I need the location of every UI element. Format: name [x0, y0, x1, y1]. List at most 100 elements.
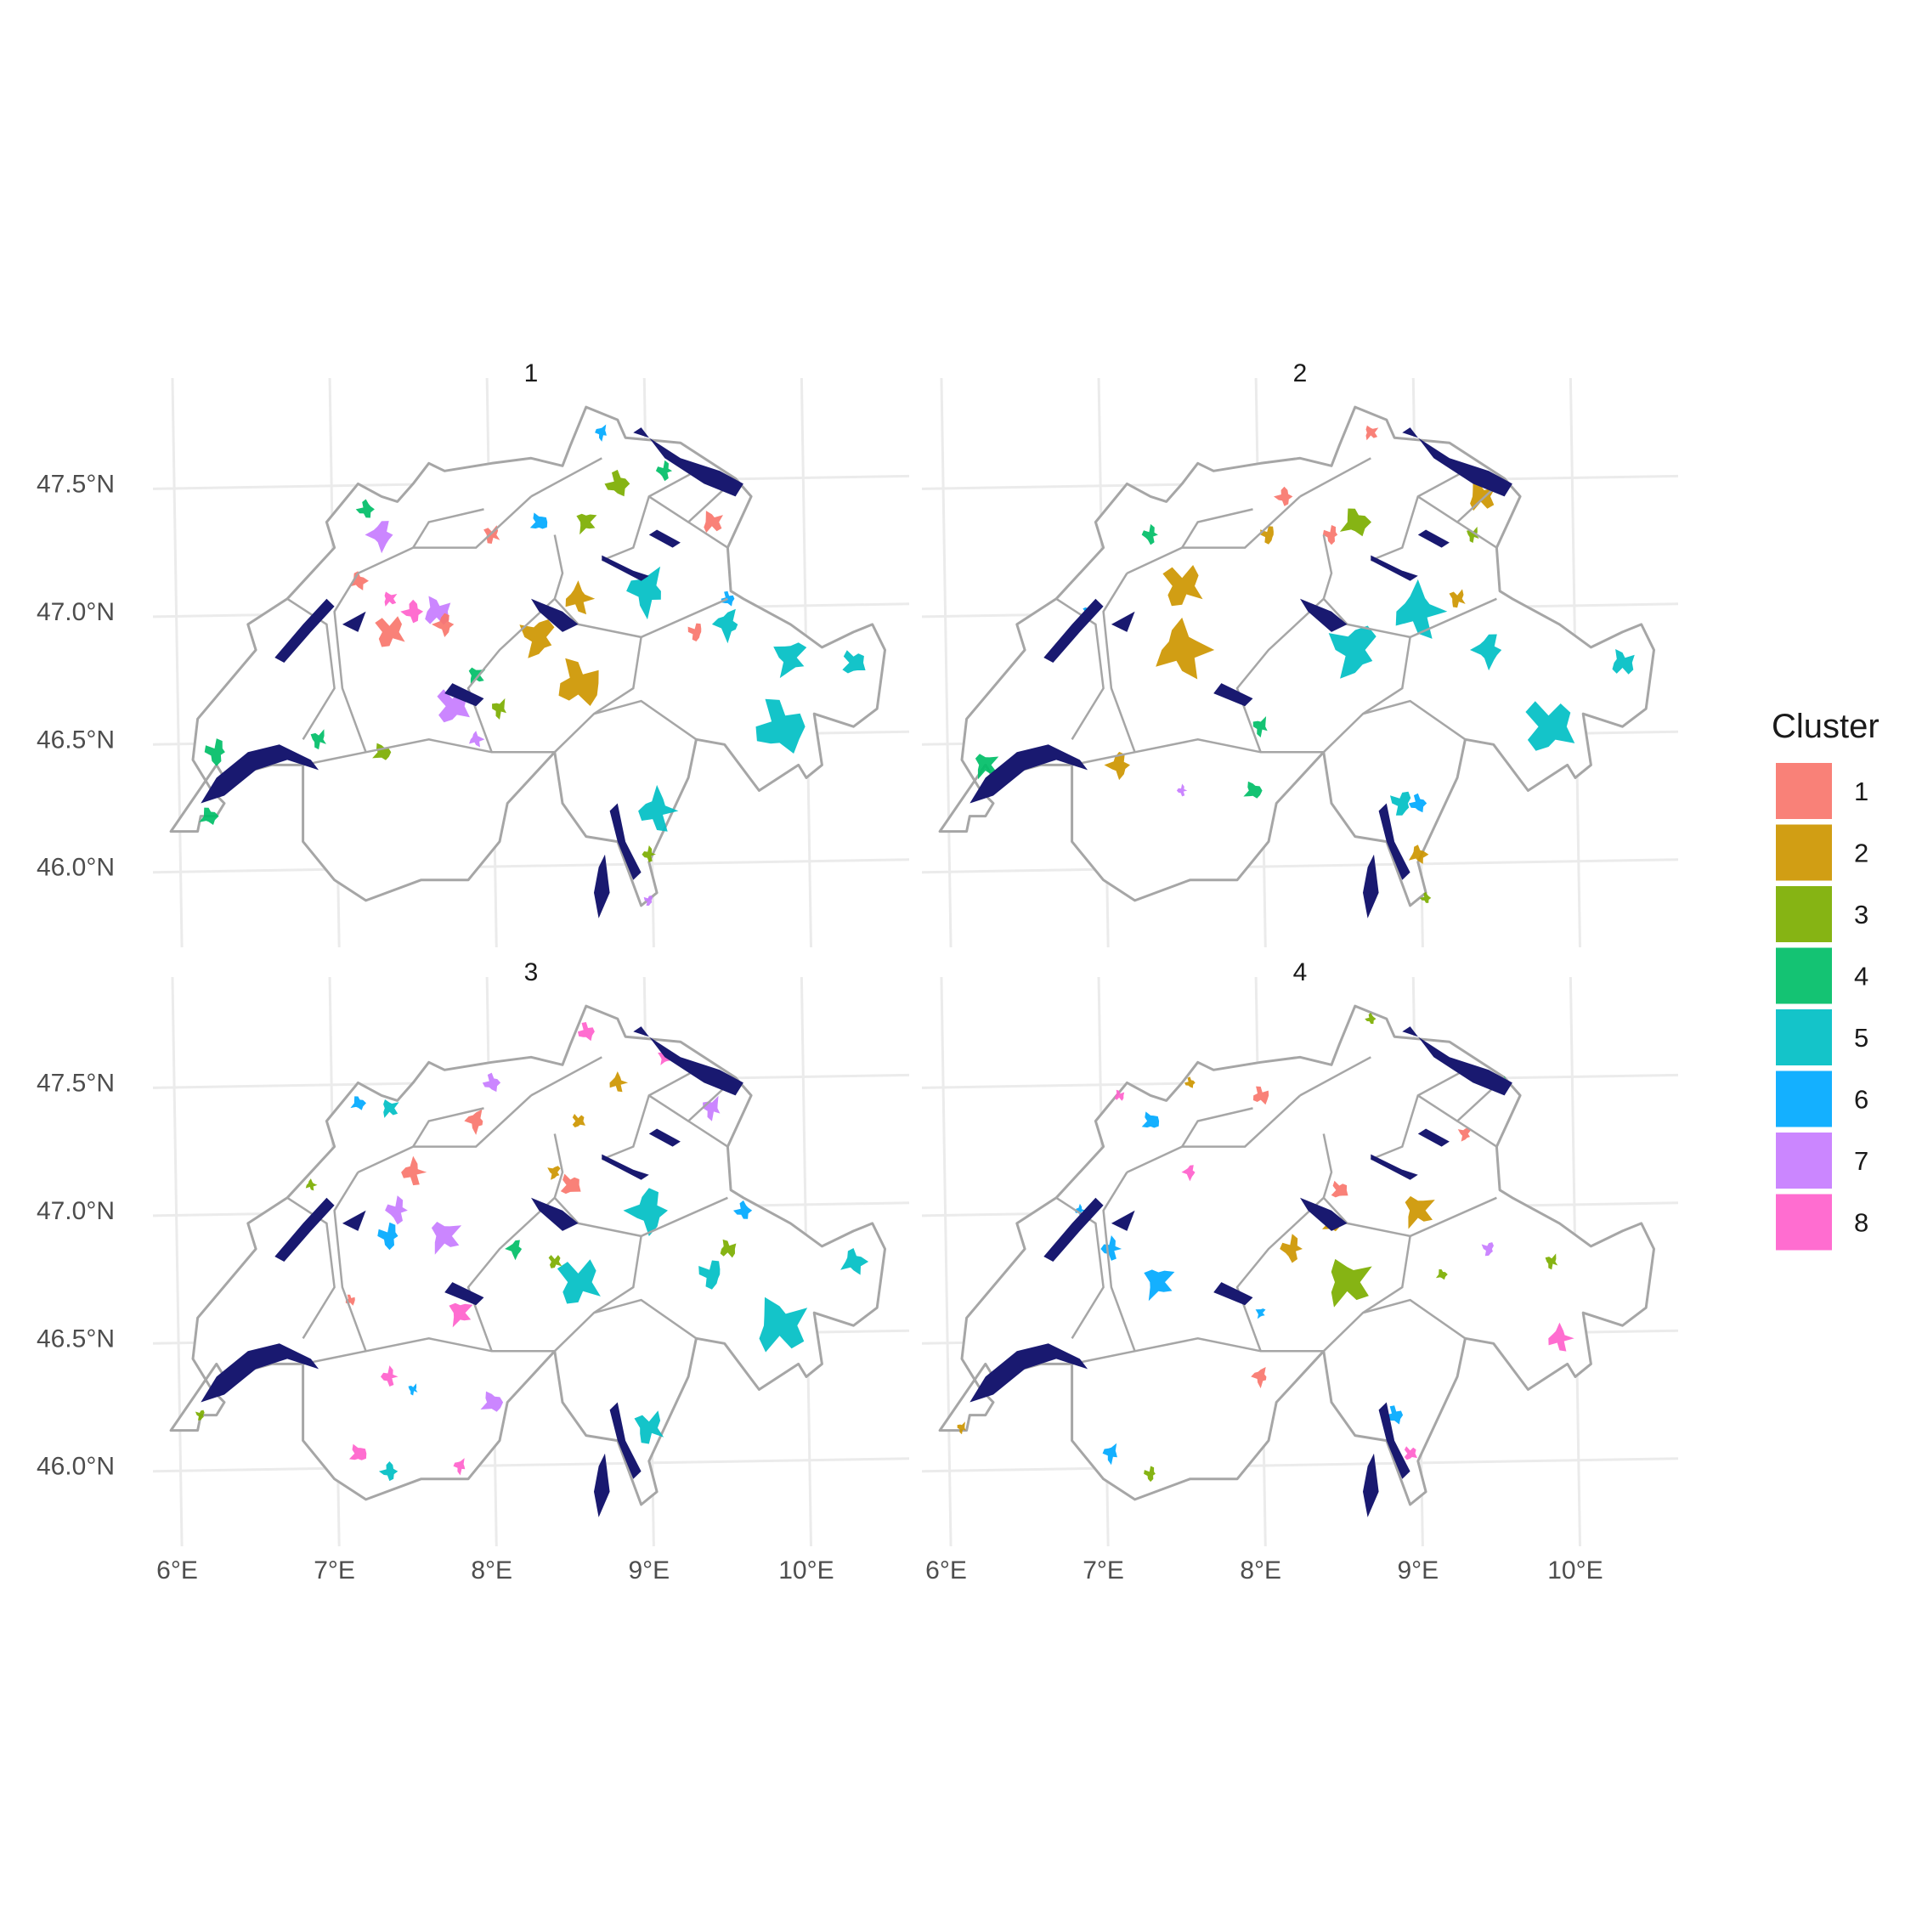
- cluster-region: [480, 1391, 504, 1412]
- region-border: [1322, 1196, 1497, 1238]
- cluster-region: [840, 1248, 869, 1275]
- cluster-region: [773, 642, 807, 679]
- cluster-region: [638, 784, 679, 832]
- cluster-region: [733, 1200, 753, 1219]
- cluster-region: [698, 1260, 721, 1290]
- lake: [648, 1128, 681, 1147]
- cluster-region: [1252, 1086, 1269, 1105]
- cluster-region: [1419, 891, 1432, 903]
- lake: [969, 1343, 1088, 1403]
- x-tick-label: 7°E: [1083, 1556, 1124, 1585]
- panel-title: 4: [1293, 958, 1308, 986]
- cluster-region: [529, 512, 548, 529]
- cluster-region: [1322, 525, 1338, 545]
- cluster-region: [1365, 1012, 1376, 1025]
- region-border: [1102, 573, 1136, 753]
- cluster-region: [595, 424, 607, 442]
- legend-swatch-5: [1776, 1009, 1832, 1065]
- cluster-region: [1339, 508, 1371, 537]
- country-outline: [938, 1004, 1655, 1506]
- map-panel-1: 1 47.5°N 47.0°N 46.5°N 46.0°N: [37, 359, 910, 948]
- grid-line-x: [940, 377, 953, 948]
- lake: [609, 803, 642, 880]
- cluster-region: [1408, 793, 1427, 813]
- region-border: [1181, 1107, 1253, 1148]
- cluster-region: [623, 1188, 668, 1237]
- legend-label-4: 4: [1854, 962, 1868, 991]
- cluster-region: [1386, 1405, 1404, 1425]
- region-border: [593, 1235, 642, 1314]
- cluster-region: [204, 738, 225, 766]
- cluster-region: [1243, 781, 1263, 799]
- cluster-region: [1255, 1308, 1266, 1319]
- region-border: [1055, 597, 1105, 740]
- cluster-region: [195, 1409, 205, 1421]
- cluster-region: [355, 499, 375, 518]
- region-border: [1322, 597, 1497, 639]
- legend-swatch-4: [1776, 947, 1832, 1004]
- cluster-region: [464, 1109, 483, 1135]
- cluster-region: [431, 1222, 462, 1255]
- grid-line-x: [171, 976, 184, 1547]
- cluster-region: [1545, 1253, 1558, 1270]
- region-border: [412, 1107, 484, 1148]
- cluster-region: [384, 591, 398, 607]
- y-tick-label: 47.5°N: [37, 1069, 115, 1097]
- x-tick-label: 9°E: [628, 1556, 670, 1585]
- cluster-region: [1280, 1234, 1303, 1263]
- cluster-region: [505, 1240, 523, 1261]
- lake: [444, 1282, 484, 1306]
- lake: [1417, 529, 1450, 548]
- cluster-region: [348, 571, 369, 590]
- legend-label-1: 1: [1854, 777, 1868, 806]
- x-tick-label: 8°E: [471, 1556, 512, 1585]
- cluster-region: [1074, 1203, 1086, 1217]
- cluster-region: [1260, 526, 1274, 545]
- cluster-region: [1328, 625, 1376, 679]
- cluster-region: [547, 1166, 561, 1180]
- region-border: [302, 738, 555, 766]
- legend-label-2: 2: [1854, 839, 1868, 868]
- cluster-region: [1141, 523, 1158, 545]
- cluster-region: [1252, 716, 1268, 737]
- lake: [1213, 1282, 1253, 1306]
- lake: [1043, 1197, 1104, 1262]
- cluster-region: [1181, 1165, 1196, 1182]
- cluster-region: [482, 1072, 501, 1093]
- region-border: [1102, 1172, 1136, 1352]
- region-border: [1071, 1337, 1324, 1365]
- cluster-region: [1405, 1195, 1435, 1229]
- grid-line-y: [921, 1457, 1679, 1473]
- lake: [1402, 1026, 1512, 1096]
- y-tick-label: 46.5°N: [37, 726, 115, 754]
- cluster-region: [1144, 1269, 1175, 1302]
- y-tick-label: 47.0°N: [37, 598, 115, 626]
- x-tick-label: 8°E: [1240, 1556, 1281, 1585]
- region-border: [1362, 1235, 1411, 1314]
- legend: Cluster 1 2 3 4 5 6 7 8: [1772, 708, 1880, 1251]
- region-border: [286, 597, 336, 740]
- lake: [1363, 1453, 1379, 1517]
- cluster-region: [1141, 1111, 1160, 1128]
- region-border: [687, 521, 729, 549]
- lake: [1371, 555, 1418, 581]
- region-border: [530, 457, 602, 498]
- cluster-region: [1470, 634, 1502, 671]
- region-border: [1181, 508, 1253, 549]
- region-border: [1055, 1196, 1105, 1339]
- lake: [594, 854, 610, 918]
- cluster-region: [199, 807, 219, 825]
- panel-title: 2: [1293, 359, 1308, 387]
- lake: [1300, 598, 1348, 632]
- lake: [201, 744, 319, 804]
- cluster-region: [1525, 701, 1575, 751]
- lake: [444, 683, 484, 707]
- cluster-region: [548, 1255, 562, 1268]
- legend-label-7: 7: [1854, 1146, 1868, 1176]
- region-border: [333, 1172, 367, 1352]
- region-border: [1322, 699, 1467, 754]
- cluster-region: [1365, 425, 1379, 441]
- region-border: [302, 1337, 555, 1365]
- cluster-region: [626, 566, 661, 620]
- region-border: [1370, 1069, 1466, 1161]
